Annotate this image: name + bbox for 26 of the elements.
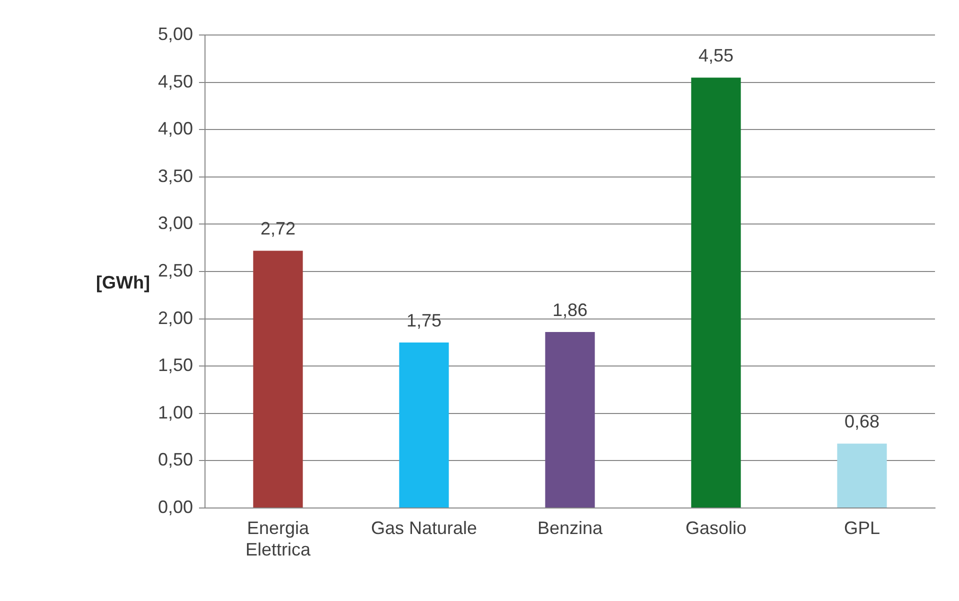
x-tick-label: Benzina — [537, 518, 604, 538]
y-tick-label: 0,50 — [158, 450, 193, 470]
y-axis-title: [GWh] — [96, 272, 150, 292]
x-tick-label: Energia Elettrica — [245, 518, 312, 560]
y-tick-label: 2,00 — [158, 308, 193, 328]
bar — [399, 342, 449, 508]
y-tick-label: 2,50 — [158, 260, 193, 280]
y-tick-label: 5,00 — [158, 24, 193, 44]
y-tick-label: 1,00 — [158, 402, 193, 422]
y-tick-label: 4,00 — [158, 118, 193, 139]
y-tick-label: 3,50 — [158, 166, 193, 186]
x-tick-label: Gas Naturale — [370, 518, 478, 538]
bar — [545, 332, 595, 508]
y-tick-label: 4,50 — [158, 71, 193, 92]
data-label: 4,55 — [698, 46, 734, 66]
y-tick-label: 3,00 — [158, 213, 193, 234]
bar — [691, 78, 741, 508]
y-tick-label: 1,50 — [158, 355, 193, 376]
x-tick-label: Gasolio — [685, 518, 747, 538]
bar — [837, 444, 887, 508]
x-tick-label: GPL — [844, 518, 880, 538]
bar — [253, 250, 303, 508]
data-label: 1,86 — [552, 300, 588, 320]
data-label: 0,68 — [844, 412, 880, 432]
data-label: 2,72 — [260, 218, 296, 239]
y-tick-label: 0,00 — [158, 496, 193, 517]
